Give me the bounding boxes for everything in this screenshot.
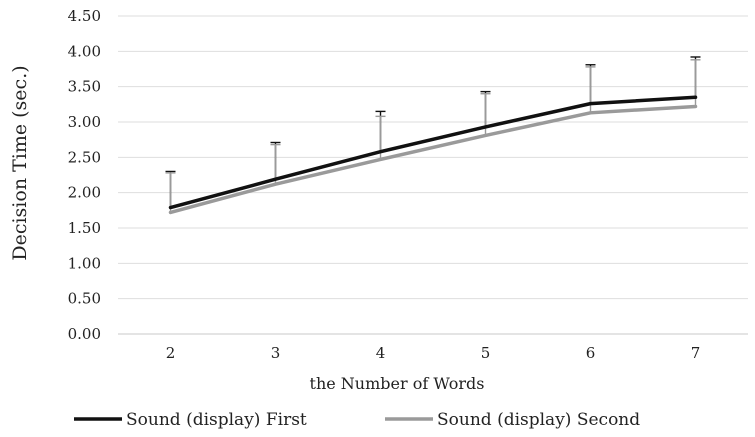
y-tick-label: 4.00 (68, 42, 101, 60)
y-tick-label: 0.00 (68, 325, 101, 343)
gridlines (118, 15, 748, 335)
y-tick-label: 2.00 (68, 184, 101, 202)
y-tick-label: 3.00 (68, 113, 101, 131)
x-tick-label: 7 (691, 344, 701, 362)
y-tick-label: 3.50 (68, 78, 101, 96)
x-tick-label: 4 (376, 344, 386, 362)
y-tick-labels: 0.00 0.50 1.00 1.50 2.00 2.50 3.00 3.50 4.00 4.50 (68, 7, 101, 343)
y-tick-label: 1.00 (68, 254, 101, 272)
y-axis-label: Decision Time (sec.) (9, 65, 31, 260)
x-tick-label: 2 (166, 344, 176, 362)
series-line (168, 104, 698, 215)
x-tick-label: 5 (481, 344, 491, 362)
x-tick-label: 6 (586, 344, 596, 362)
x-tick-labels: 2 3 4 5 6 7 (166, 344, 701, 362)
y-tick-label: 4.50 (68, 7, 101, 25)
y-tick-label: 1.50 (68, 219, 101, 237)
x-tick-label: 3 (271, 344, 281, 362)
x-axis-label: the Number of Words (310, 374, 485, 393)
y-tick-label: 0.50 (68, 290, 101, 308)
series-line (168, 95, 698, 210)
series-lines (168, 95, 698, 215)
error-bars (165, 56, 701, 213)
legend: Sound (display) First Sound (display) Sec… (74, 410, 640, 430)
y-tick-label: 2.50 (68, 148, 101, 166)
legend-label: Sound (display) First (126, 410, 307, 430)
legend-label: Sound (display) Second (437, 410, 640, 430)
